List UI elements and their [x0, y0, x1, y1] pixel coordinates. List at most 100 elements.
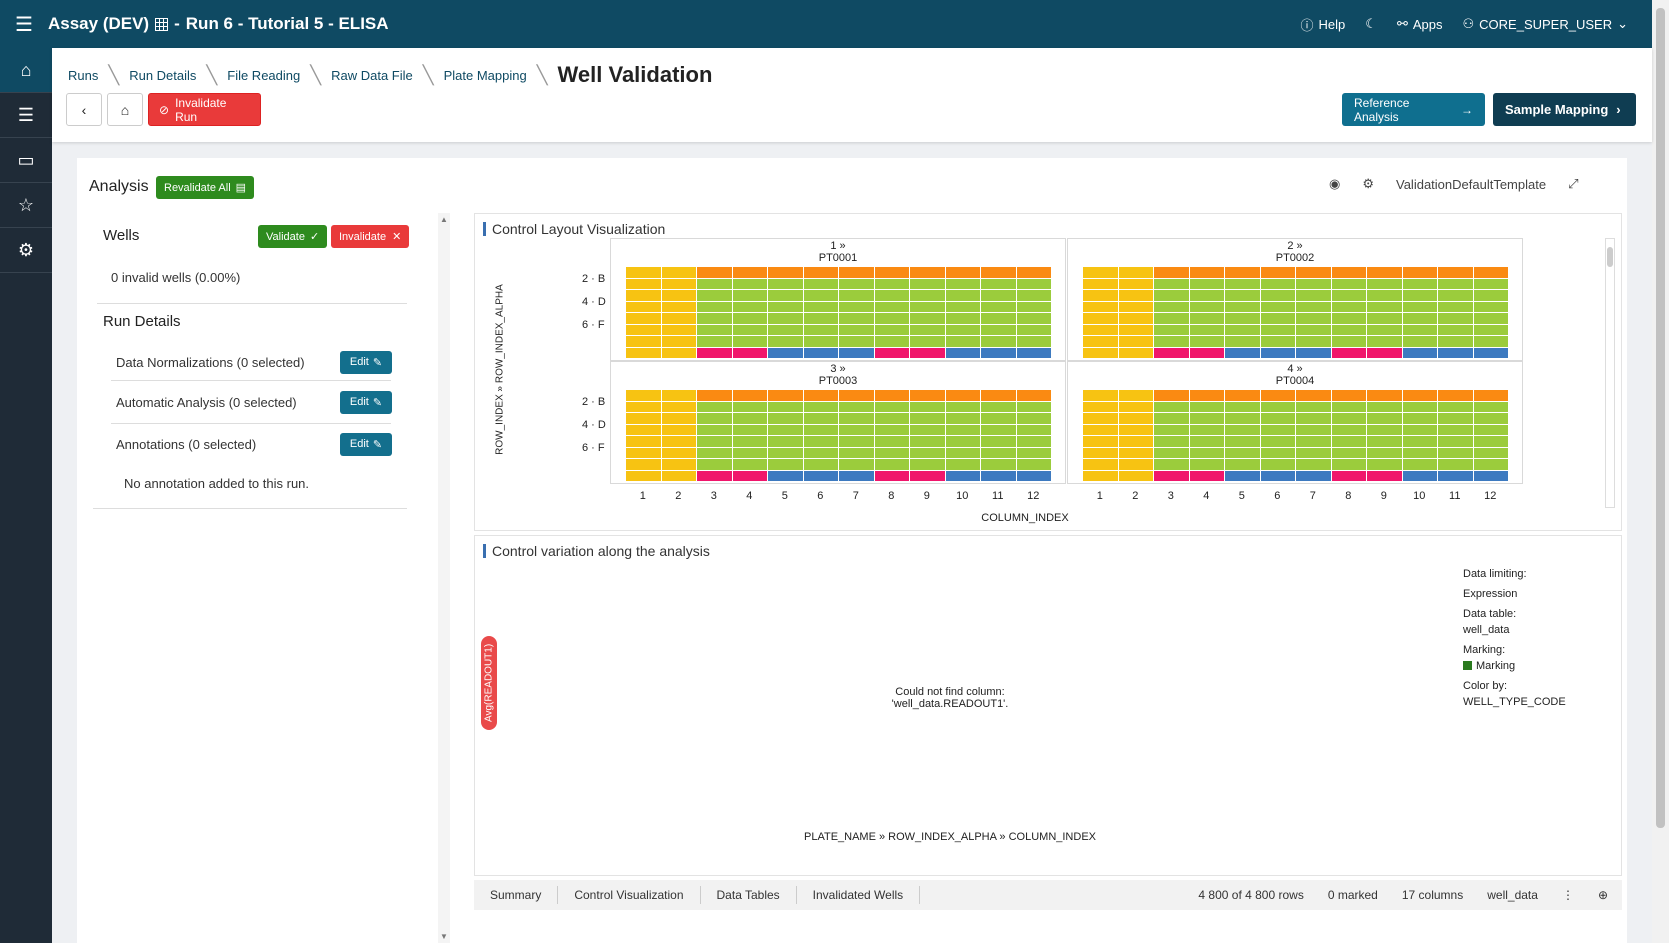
- well[interactable]: [626, 278, 661, 289]
- well[interactable]: [661, 313, 696, 324]
- well[interactable]: [1402, 424, 1437, 435]
- well[interactable]: [1118, 336, 1153, 347]
- well[interactable]: [1118, 413, 1153, 424]
- well[interactable]: [1473, 313, 1508, 324]
- well[interactable]: [1296, 390, 1331, 401]
- well[interactable]: [1260, 267, 1295, 278]
- well[interactable]: [945, 324, 980, 335]
- well[interactable]: [1154, 347, 1189, 358]
- well[interactable]: [803, 401, 838, 412]
- well[interactable]: [1402, 290, 1437, 301]
- well[interactable]: [697, 290, 732, 301]
- well[interactable]: [1118, 447, 1153, 458]
- well[interactable]: [981, 424, 1016, 435]
- well[interactable]: [874, 447, 909, 458]
- well[interactable]: [1083, 290, 1118, 301]
- well[interactable]: [1260, 347, 1295, 358]
- well[interactable]: [1331, 336, 1366, 347]
- well[interactable]: [1154, 290, 1189, 301]
- well[interactable]: [1473, 401, 1508, 412]
- well[interactable]: [839, 424, 874, 435]
- well[interactable]: [1331, 470, 1366, 481]
- well[interactable]: [910, 459, 945, 470]
- breadcrumb-plate-mapping[interactable]: Plate Mapping: [443, 67, 527, 83]
- well[interactable]: [839, 313, 874, 324]
- well[interactable]: [874, 413, 909, 424]
- well[interactable]: [697, 459, 732, 470]
- well[interactable]: [1154, 470, 1189, 481]
- well[interactable]: [1473, 290, 1508, 301]
- well[interactable]: [768, 401, 803, 412]
- well[interactable]: [626, 324, 661, 335]
- well[interactable]: [697, 313, 732, 324]
- well[interactable]: [1438, 436, 1473, 447]
- well[interactable]: [1438, 347, 1473, 358]
- well[interactable]: [1083, 413, 1118, 424]
- well[interactable]: [732, 390, 767, 401]
- well[interactable]: [1154, 278, 1189, 289]
- well[interactable]: [1016, 301, 1051, 312]
- viz-scrollbar[interactable]: [1605, 238, 1615, 508]
- well[interactable]: [626, 447, 661, 458]
- well[interactable]: [1016, 459, 1051, 470]
- well[interactable]: [945, 278, 980, 289]
- well[interactable]: [768, 447, 803, 458]
- well[interactable]: [910, 301, 945, 312]
- well[interactable]: [945, 424, 980, 435]
- well[interactable]: [839, 324, 874, 335]
- y-axis-pill[interactable]: Avg(READOUT1): [481, 636, 497, 730]
- well[interactable]: [697, 413, 732, 424]
- well[interactable]: [874, 324, 909, 335]
- well[interactable]: [1154, 459, 1189, 470]
- well[interactable]: [1296, 336, 1331, 347]
- well[interactable]: [1367, 267, 1402, 278]
- well[interactable]: [1473, 470, 1508, 481]
- apps-link[interactable]: ⚯ Apps: [1396, 16, 1443, 32]
- well[interactable]: [1367, 459, 1402, 470]
- well[interactable]: [981, 390, 1016, 401]
- well[interactable]: [981, 447, 1016, 458]
- well[interactable]: [910, 424, 945, 435]
- well[interactable]: [1225, 267, 1260, 278]
- well[interactable]: [732, 347, 767, 358]
- well[interactable]: [1367, 290, 1402, 301]
- well[interactable]: [910, 324, 945, 335]
- well[interactable]: [1367, 313, 1402, 324]
- well[interactable]: [1260, 290, 1295, 301]
- well[interactable]: [732, 324, 767, 335]
- well[interactable]: [1296, 301, 1331, 312]
- well[interactable]: [1189, 313, 1224, 324]
- well[interactable]: [1331, 324, 1366, 335]
- well[interactable]: [732, 401, 767, 412]
- plate-header[interactable]: 2 » PT0002: [1068, 240, 1522, 264]
- well[interactable]: [768, 267, 803, 278]
- well[interactable]: [697, 301, 732, 312]
- well[interactable]: [1473, 459, 1508, 470]
- well[interactable]: [874, 436, 909, 447]
- well[interactable]: [768, 436, 803, 447]
- well[interactable]: [1016, 424, 1051, 435]
- well[interactable]: [981, 347, 1016, 358]
- plate-header[interactable]: 3 » PT0003: [611, 363, 1065, 387]
- invalidate-run-button[interactable]: ⊘ Invalidate Run: [148, 93, 261, 126]
- well[interactable]: [768, 459, 803, 470]
- well[interactable]: [874, 424, 909, 435]
- well[interactable]: [1402, 401, 1437, 412]
- sidebar-item-list[interactable]: ☰: [0, 93, 52, 138]
- well[interactable]: [661, 390, 696, 401]
- page-scrollbar[interactable]: [1652, 0, 1669, 943]
- well[interactable]: [1225, 401, 1260, 412]
- edit-normalizations-button[interactable]: Edit ✎: [340, 350, 392, 374]
- well[interactable]: [874, 390, 909, 401]
- well[interactable]: [1260, 313, 1295, 324]
- well[interactable]: [1331, 447, 1366, 458]
- well[interactable]: [1331, 267, 1366, 278]
- well[interactable]: [874, 470, 909, 481]
- well[interactable]: [803, 313, 838, 324]
- well[interactable]: [839, 459, 874, 470]
- well[interactable]: [1438, 313, 1473, 324]
- well[interactable]: [910, 347, 945, 358]
- well[interactable]: [1438, 413, 1473, 424]
- well[interactable]: [768, 413, 803, 424]
- well[interactable]: [661, 347, 696, 358]
